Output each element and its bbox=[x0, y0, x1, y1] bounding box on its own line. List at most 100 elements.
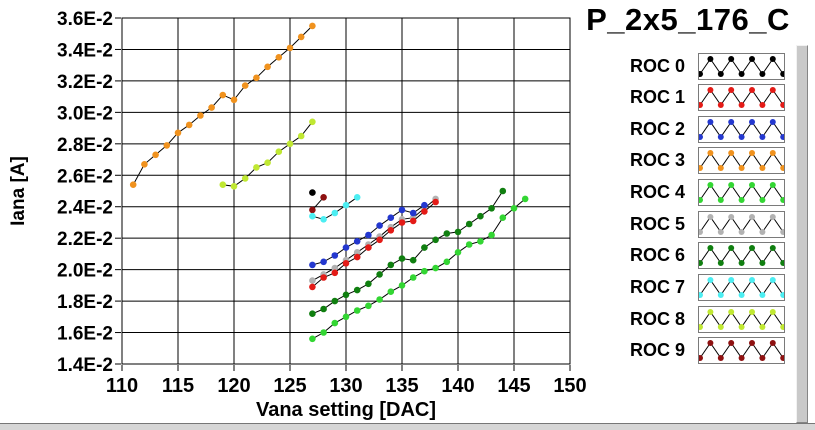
gridlines bbox=[115, 17, 571, 371]
y-tick-label: 1.8E-2 bbox=[57, 292, 113, 313]
data-point bbox=[353, 307, 361, 314]
data-point bbox=[432, 264, 439, 272]
legend-marker bbox=[749, 87, 755, 94]
legend-marker bbox=[717, 70, 724, 77]
data-point bbox=[376, 296, 383, 303]
legend-label: ROC 2 bbox=[629, 118, 685, 139]
series-roc-3 bbox=[129, 22, 316, 188]
data-point bbox=[499, 214, 507, 221]
y-tick-label: 2.4E-2 bbox=[57, 198, 113, 219]
data-point bbox=[398, 206, 406, 214]
data-point bbox=[443, 258, 451, 266]
legend-marker bbox=[759, 292, 766, 299]
data-point bbox=[409, 274, 417, 281]
legend-marker bbox=[738, 102, 745, 109]
legend-marker bbox=[759, 133, 766, 140]
legend-item-roc-3[interactable]: ROC 3 bbox=[575, 147, 785, 175]
legend-marker bbox=[780, 260, 784, 267]
data-point bbox=[286, 44, 294, 52]
legend-marker bbox=[759, 228, 766, 235]
x-tick-label: 135 bbox=[385, 375, 418, 397]
zigzag-line-icon[interactable] bbox=[698, 115, 785, 143]
legend-item-roc-5[interactable]: ROC 5 bbox=[575, 210, 785, 238]
zigzag-line-icon[interactable] bbox=[698, 147, 785, 175]
data-point bbox=[320, 258, 327, 266]
legend-label: ROC 3 bbox=[629, 150, 685, 171]
legend-marker bbox=[749, 118, 755, 125]
data-point bbox=[264, 159, 271, 166]
data-point bbox=[331, 297, 339, 305]
legend-marker bbox=[759, 102, 766, 109]
y-tick-label: 2.2E-2 bbox=[57, 229, 113, 250]
legend-item-roc-9[interactable]: ROC 9 bbox=[575, 337, 785, 365]
legend-marker bbox=[699, 165, 703, 172]
data-point bbox=[342, 291, 350, 299]
data-point bbox=[208, 104, 215, 111]
legend-item-roc-0[interactable]: ROC 0 bbox=[575, 52, 785, 80]
x-tick-label: 145 bbox=[497, 375, 530, 397]
legend-marker bbox=[749, 340, 755, 347]
data-point bbox=[432, 198, 439, 206]
series-roc-0 bbox=[309, 189, 316, 196]
legend-marker bbox=[749, 245, 755, 252]
legend-marker bbox=[738, 70, 745, 77]
zigzag-line-icon[interactable] bbox=[698, 274, 785, 302]
series-roc-6 bbox=[309, 187, 507, 318]
data-point bbox=[141, 161, 148, 168]
data-point bbox=[421, 267, 428, 275]
data-point bbox=[320, 274, 327, 281]
legend-item-roc-8[interactable]: ROC 8 bbox=[575, 305, 785, 333]
data-point bbox=[477, 212, 484, 220]
legend-item-roc-4[interactable]: ROC 4 bbox=[575, 179, 785, 207]
data-point bbox=[409, 209, 417, 217]
data-point bbox=[387, 288, 395, 296]
data-point bbox=[309, 189, 316, 196]
legend-item-roc-7[interactable]: ROC 7 bbox=[575, 274, 785, 302]
legend-marker bbox=[717, 292, 724, 299]
data-point bbox=[197, 112, 204, 119]
legend-marker bbox=[707, 118, 714, 125]
legend-marker bbox=[717, 260, 724, 267]
data-point bbox=[320, 216, 327, 223]
legend-marker bbox=[749, 213, 755, 220]
zigzag-line-icon[interactable] bbox=[698, 242, 785, 270]
y-tick-label: 2.0E-2 bbox=[57, 261, 113, 282]
zigzag-line-icon[interactable] bbox=[698, 305, 785, 333]
data-point bbox=[387, 261, 395, 269]
legend-marker bbox=[759, 355, 766, 362]
zigzag-line-icon[interactable] bbox=[698, 52, 785, 80]
legend-label: ROC 4 bbox=[629, 182, 685, 203]
legend-marker bbox=[759, 323, 766, 330]
legend-marker bbox=[738, 292, 745, 299]
page-title: P_2x5_176_C bbox=[586, 2, 790, 37]
x-axis-title: Vana setting [DAC] bbox=[256, 399, 436, 421]
data-point bbox=[241, 82, 249, 89]
legend-marker bbox=[738, 260, 745, 267]
data-point bbox=[163, 142, 171, 149]
zigzag-line-icon[interactable] bbox=[698, 210, 785, 238]
data-point bbox=[309, 283, 316, 291]
legend-marker bbox=[707, 182, 714, 189]
y-tick-label: 2.8E-2 bbox=[57, 135, 113, 156]
data-point bbox=[264, 63, 271, 71]
data-point bbox=[353, 286, 361, 294]
legend-marker bbox=[707, 277, 714, 284]
legend-item-roc-2[interactable]: ROC 2 bbox=[575, 115, 785, 143]
data-point bbox=[342, 244, 350, 251]
legend-marker bbox=[717, 165, 724, 172]
legend-label: ROC 9 bbox=[629, 340, 685, 361]
y-axis-title: Iana [A] bbox=[8, 156, 29, 226]
data-point bbox=[342, 260, 350, 267]
legend-item-roc-1[interactable]: ROC 1 bbox=[575, 84, 785, 112]
data-point bbox=[320, 194, 327, 201]
data-point bbox=[309, 261, 316, 269]
zigzag-line-icon[interactable] bbox=[698, 179, 785, 207]
zigzag-line-icon[interactable] bbox=[698, 84, 785, 112]
zigzag-line-icon[interactable] bbox=[698, 337, 785, 365]
data-point bbox=[365, 280, 372, 288]
legend-item-roc-6[interactable]: ROC 6 bbox=[575, 242, 785, 270]
legend-marker bbox=[699, 323, 703, 330]
legend-label: ROC 0 bbox=[629, 55, 685, 76]
legend-scrollbar[interactable] bbox=[796, 45, 808, 423]
legend-marker bbox=[769, 55, 776, 62]
